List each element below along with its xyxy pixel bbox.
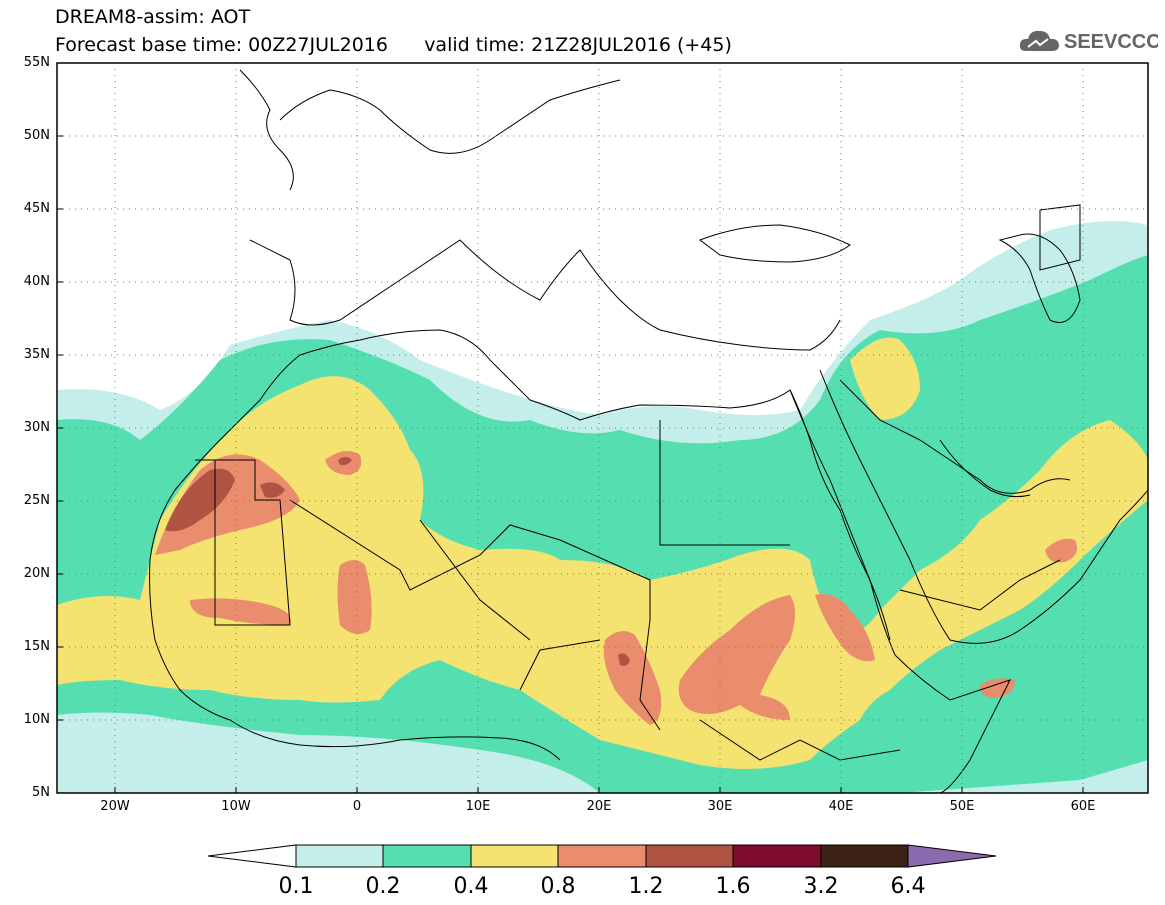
aot-band-12-west: [165, 468, 235, 532]
y-tick-label: 50N: [23, 128, 50, 143]
colorbar-segment: [645, 844, 734, 868]
x-tick-label: 60E: [1070, 799, 1096, 814]
aot-band-08-algeria: [337, 560, 372, 634]
y-tick-label: 40N: [23, 274, 50, 289]
colorbar-label: 0.2: [365, 874, 401, 899]
aot-band-08-sudan: [678, 595, 795, 720]
y-tick-label: 30N: [23, 420, 50, 435]
aot-band-08-eritrea: [815, 594, 875, 662]
seevccc-logo: SEEVCCC: [1019, 30, 1158, 53]
colorbar-label: 0.4: [453, 874, 489, 899]
aot-band-12-west2: [260, 482, 285, 498]
y-tick-label: 10N: [23, 712, 50, 727]
colorbar-segment: [820, 844, 909, 868]
colorbar-label: 6.4: [890, 874, 926, 899]
x-tick-label: 10W: [221, 799, 251, 814]
x-tick-label: 40E: [828, 799, 854, 814]
colorbar-segment: [470, 844, 559, 868]
map-title: DREAM8-assim: AOT: [55, 6, 251, 28]
y-tick-label: 20N: [23, 566, 50, 581]
y-tick-label: 15N: [23, 639, 50, 654]
coastlines: [149, 69, 1148, 793]
y-tick-label: 45N: [23, 201, 50, 216]
colorbar-high-triangle: [907, 844, 997, 868]
colorbar-label: 0.1: [278, 874, 314, 899]
x-tick-label: 30E: [707, 799, 733, 814]
aot-band-08-oman: [1045, 538, 1078, 563]
y-tick-label: 55N: [23, 55, 50, 70]
colorbar-label: 1.6: [715, 874, 751, 899]
colorbar-segment: [382, 844, 472, 868]
x-tick-label: 20E: [586, 799, 612, 814]
colorbar-label: 3.2: [803, 874, 839, 899]
y-tick-label: 5N: [32, 785, 50, 800]
aot-band-04: [57, 376, 1148, 769]
aot-band-08-chad: [603, 631, 662, 725]
colorbar-low-triangle: [207, 844, 297, 868]
aot-band-12-chad: [618, 653, 630, 666]
y-tick-label: 25N: [23, 493, 50, 508]
x-tick-label: 20W: [100, 799, 130, 814]
x-tick-label: 50E: [949, 799, 975, 814]
colorbar-label: 0.8: [540, 874, 576, 899]
colorbar-segment: [295, 844, 384, 868]
x-tick-label: 0: [352, 799, 362, 814]
aot-band-08-yemen: [980, 678, 1015, 698]
cloud-icon: [1019, 30, 1059, 51]
colorbar-segment: [557, 844, 647, 868]
map-subtitle: Forecast base time: 00Z27JUL2016 valid t…: [55, 34, 732, 56]
aot-band-12-alg: [338, 457, 352, 466]
colorbar-segment: [732, 844, 822, 868]
logo-text: SEEVCCC: [1064, 31, 1158, 53]
y-tick-label: 35N: [23, 347, 50, 362]
colorbar-label: 1.2: [628, 874, 664, 899]
aot-band-08-west: [155, 454, 300, 555]
aot-band-04-iraq: [850, 337, 920, 420]
x-tick-label: 10E: [465, 799, 491, 814]
axis-ticks: [57, 135, 1084, 793]
